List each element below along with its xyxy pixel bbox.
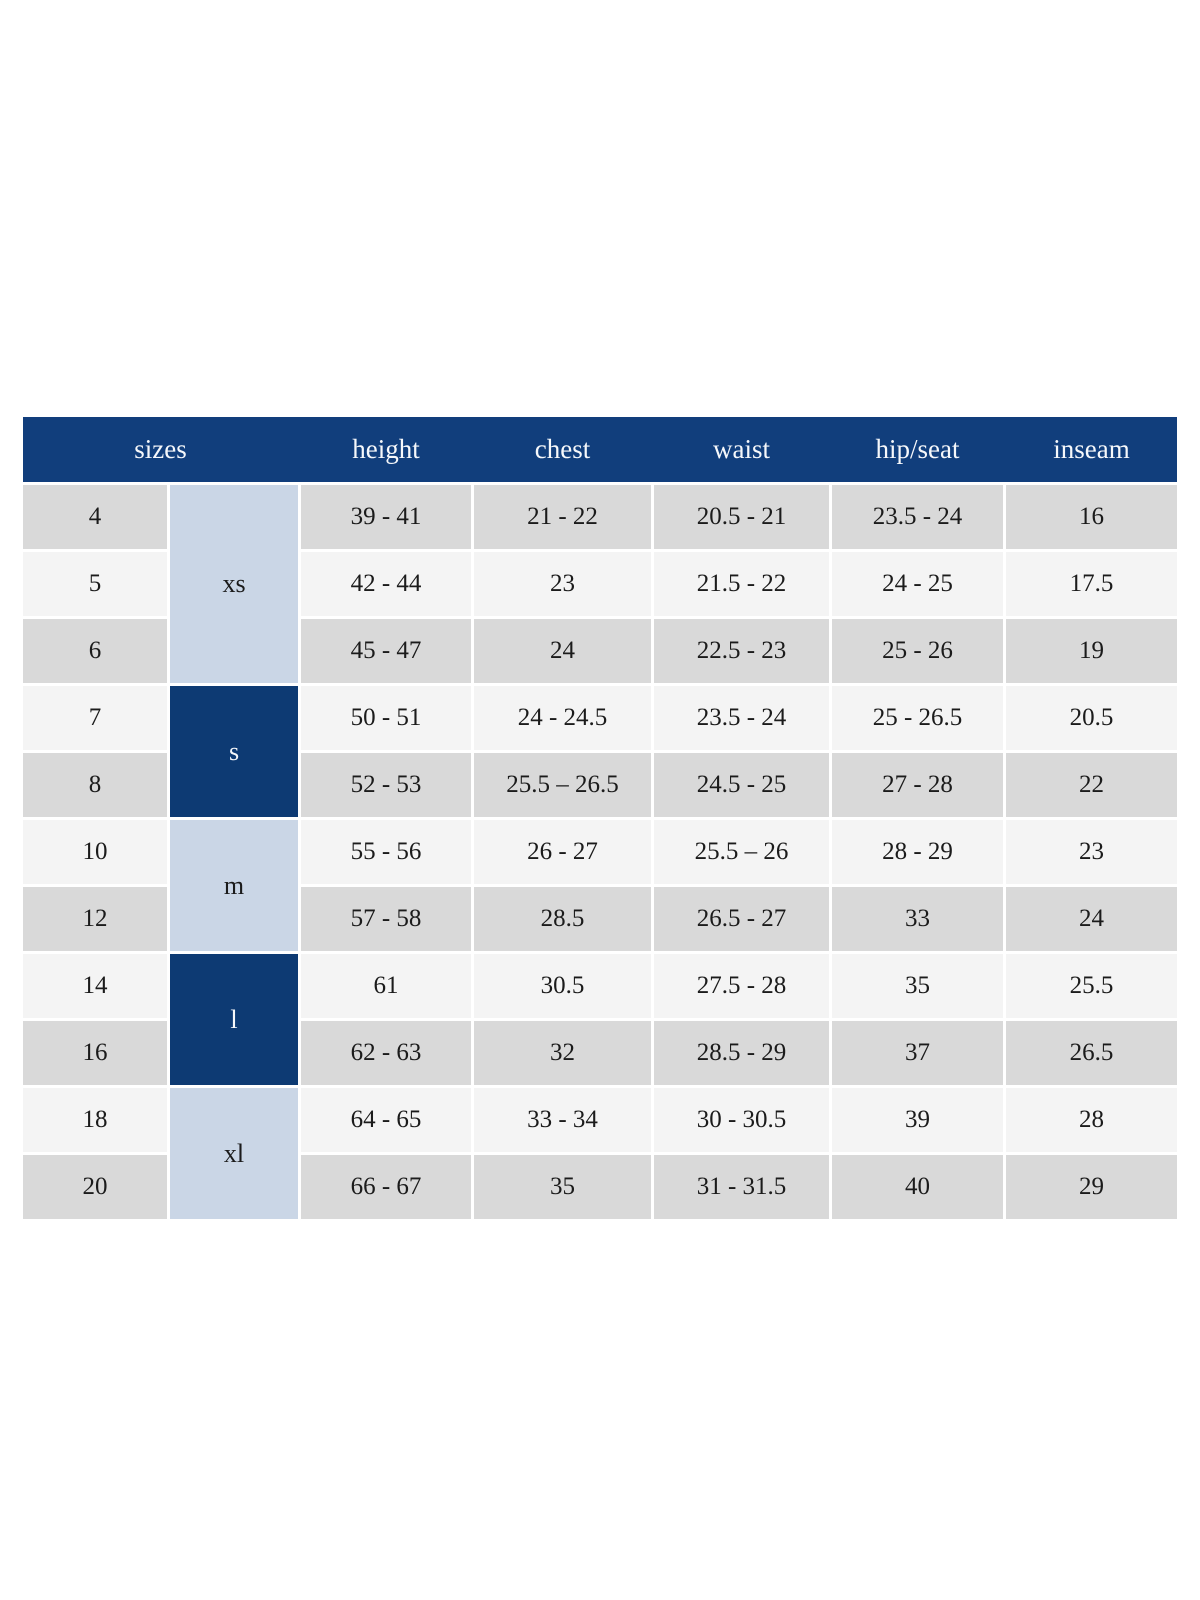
waist-cell: 27.5 - 28	[654, 954, 829, 1018]
height-cell: 55 - 56	[301, 820, 471, 884]
chest-cell: 32	[474, 1021, 651, 1085]
height-cell: 50 - 51	[301, 686, 471, 750]
size-group-cell-xl: xl	[170, 1088, 298, 1219]
chest-cell: 23	[474, 552, 651, 616]
chest-cell: 21 - 22	[474, 485, 651, 549]
waist-cell: 20.5 - 21	[654, 485, 829, 549]
inseam-cell: 16	[1006, 485, 1177, 549]
hip-seat-cell: 35	[832, 954, 1003, 1018]
size-chart-grid: sizes height chest waist hip/seat inseam 4 39 -…	[23, 417, 1177, 1219]
hip-seat-cell: 27 - 28	[832, 753, 1003, 817]
inseam-cell: 24	[1006, 887, 1177, 951]
hip-seat-cell: 24 - 25	[832, 552, 1003, 616]
hip-seat-cell: 39	[832, 1088, 1003, 1152]
chest-cell: 24	[474, 619, 651, 683]
chest-cell: 25.5 – 26.5	[474, 753, 651, 817]
size-number-cell: 14	[23, 954, 167, 1018]
chest-cell: 35	[474, 1155, 651, 1219]
size-number-cell: 20	[23, 1155, 167, 1219]
chest-cell: 24 - 24.5	[474, 686, 651, 750]
height-cell: 61	[301, 954, 471, 1018]
size-group-cell-xs: xs	[170, 485, 298, 683]
hip-seat-cell: 25 - 26.5	[832, 686, 1003, 750]
chest-cell: 28.5	[474, 887, 651, 951]
waist-cell: 23.5 - 24	[654, 686, 829, 750]
column-header-sizes: sizes	[134, 434, 187, 464]
hip-seat-cell: 40	[832, 1155, 1003, 1219]
size-number-cell: 7	[23, 686, 167, 750]
hip-seat-cell: 25 - 26	[832, 619, 1003, 683]
waist-cell: 24.5 - 25	[654, 753, 829, 817]
column-header-inseam: inseam	[1053, 434, 1130, 464]
height-cell: 39 - 41	[301, 485, 471, 549]
chest-cell: 26 - 27	[474, 820, 651, 884]
column-header-waist: waist	[713, 434, 770, 464]
inseam-cell: 19	[1006, 619, 1177, 683]
size-number-cell: 4	[23, 485, 167, 549]
waist-cell: 26.5 - 27	[654, 887, 829, 951]
hip-seat-cell: 37	[832, 1021, 1003, 1085]
chest-cell: 30.5	[474, 954, 651, 1018]
column-header-hip_seat: hip/seat	[875, 434, 960, 464]
height-cell: 62 - 63	[301, 1021, 471, 1085]
height-cell: 42 - 44	[301, 552, 471, 616]
waist-cell: 28.5 - 29	[654, 1021, 829, 1085]
inseam-cell: 25.5	[1006, 954, 1177, 1018]
inseam-cell: 26.5	[1006, 1021, 1177, 1085]
size-number-cell: 10	[23, 820, 167, 884]
size-number-cell: 18	[23, 1088, 167, 1152]
size-group-cell-s: s	[170, 686, 298, 817]
hip-seat-cell: 28 - 29	[832, 820, 1003, 884]
size-number-cell: 5	[23, 552, 167, 616]
size-number-cell: 12	[23, 887, 167, 951]
height-cell: 45 - 47	[301, 619, 471, 683]
waist-cell: 25.5 – 26	[654, 820, 829, 884]
column-header-chest: chest	[534, 434, 591, 464]
inseam-cell: 22	[1006, 753, 1177, 817]
chest-cell: 33 - 34	[474, 1088, 651, 1152]
inseam-cell: 23	[1006, 820, 1177, 884]
size-number-cell: 8	[23, 753, 167, 817]
hip-seat-cell: 23.5 - 24	[832, 485, 1003, 549]
inseam-cell: 17.5	[1006, 552, 1177, 616]
waist-cell: 21.5 - 22	[654, 552, 829, 616]
column-header-height: height	[352, 434, 420, 464]
size-group-cell-l: l	[170, 954, 298, 1085]
height-cell: 57 - 58	[301, 887, 471, 951]
height-cell: 66 - 67	[301, 1155, 471, 1219]
waist-cell: 22.5 - 23	[654, 619, 829, 683]
size-chart-table: sizes height chest waist hip/seat inseam 4 39 -…	[23, 417, 1177, 1219]
height-cell: 64 - 65	[301, 1088, 471, 1152]
size-number-cell: 6	[23, 619, 167, 683]
waist-cell: 30 - 30.5	[654, 1088, 829, 1152]
waist-cell: 31 - 31.5	[654, 1155, 829, 1219]
inseam-cell: 28	[1006, 1088, 1177, 1152]
size-group-cell-m: m	[170, 820, 298, 951]
height-cell: 52 - 53	[301, 753, 471, 817]
size-number-cell: 16	[23, 1021, 167, 1085]
inseam-cell: 20.5	[1006, 686, 1177, 750]
table-header-bar	[23, 417, 1177, 482]
hip-seat-cell: 33	[832, 887, 1003, 951]
inseam-cell: 29	[1006, 1155, 1177, 1219]
